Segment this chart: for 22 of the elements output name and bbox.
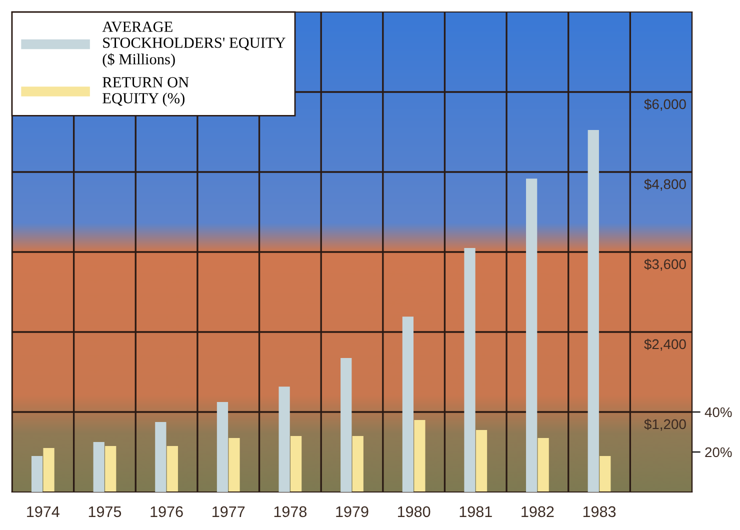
- bar: [476, 430, 488, 492]
- x-tick-label: 1974: [27, 506, 60, 518]
- y-tick-label: $4,800: [644, 178, 686, 191]
- y-tick-label: $3,600: [644, 258, 686, 271]
- x-tick-label: 1978: [274, 506, 307, 518]
- y2-tick-label: 20%: [705, 447, 732, 458]
- bar: [538, 438, 549, 492]
- x-tick-label: 1979: [336, 506, 368, 518]
- y-tick-label: $6,000: [644, 98, 686, 111]
- x-tick-label: 1975: [88, 506, 122, 518]
- x-tick-label: 1981: [460, 506, 492, 518]
- y-tick-label: $2,400: [644, 338, 686, 351]
- y-tick-label: $1,200: [644, 418, 686, 431]
- x-tick-label: 1982: [522, 506, 554, 518]
- x-tick-label: 1983: [583, 506, 616, 518]
- x-tick-label: 1977: [212, 506, 245, 518]
- legend-label: RETURN ON EQUITY (%): [102, 77, 189, 107]
- y2-tick-label: 40%: [704, 407, 732, 418]
- x-tick-label: 1976: [150, 506, 183, 518]
- bar: [600, 456, 611, 492]
- x-tick-label: 1980: [398, 506, 430, 518]
- legend-label: AVERAGE STOCKHOLDERS' EQUITY ($ Millions): [102, 22, 286, 68]
